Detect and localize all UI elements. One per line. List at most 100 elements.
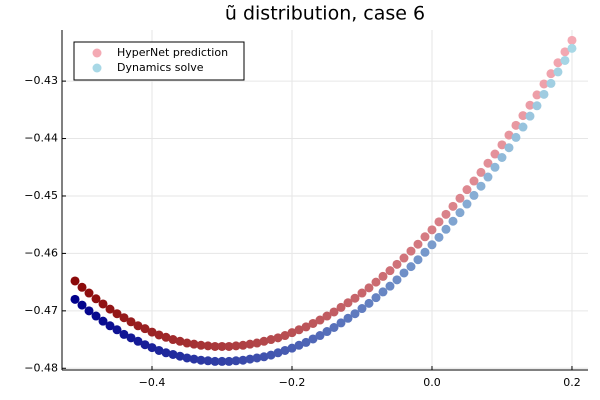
legend-box [73,41,245,81]
point [287,328,297,338]
point [371,277,381,287]
point [182,353,192,363]
point [553,67,563,77]
y-tick-label: −0.48 [24,361,58,374]
point [406,246,416,256]
point [567,35,577,45]
point [539,89,549,99]
point [287,343,297,353]
point [413,255,423,265]
point [245,354,255,364]
point [252,338,262,348]
point [357,288,367,298]
point [560,47,570,57]
point [483,172,493,182]
point [476,167,486,177]
point [392,275,402,285]
marks [70,35,577,366]
point [385,281,395,291]
point [553,58,563,68]
point [91,294,101,304]
point [350,293,360,303]
legend-label: Dynamics solve [117,61,204,74]
point [315,331,325,341]
point [462,185,472,195]
point [301,322,311,332]
point [98,299,108,309]
point [196,340,206,350]
point [497,140,507,150]
legend: HyperNet prediction Dynamics solve [73,41,245,81]
point [560,55,570,65]
point [329,307,339,317]
point [203,341,213,351]
point [217,356,227,366]
point [259,352,269,362]
grid [62,30,588,370]
x-tick-label: −0.4 [139,376,166,389]
point [399,268,409,278]
point [511,132,521,142]
point [189,354,199,364]
point [497,153,507,162]
point [168,349,178,359]
point [455,193,465,203]
point [483,158,493,168]
point [161,348,171,358]
point [112,309,122,319]
legend-marker [92,63,102,73]
point [427,225,437,235]
point [315,315,325,325]
point [210,341,220,351]
axes: −0.4 −0.2 0.0 0.2 −0.48 −0.47 −0.46 −0.45 −0.44 −… [24,30,588,389]
point [336,318,346,328]
point [77,282,87,292]
point [448,216,458,226]
point [427,240,437,250]
x-tick-label: 0.0 [423,376,441,389]
point [448,201,458,211]
point [70,276,80,286]
point [539,79,549,89]
point [231,341,241,351]
point [392,259,402,269]
point [476,181,486,191]
chart-title: ũ distribution, case 6 [225,3,425,25]
point [266,350,276,360]
point [245,339,255,349]
point [84,288,94,298]
point [420,232,430,242]
point [525,100,535,110]
point [189,339,199,349]
point [147,327,157,337]
y-tick-label: −0.45 [24,189,58,202]
point [322,311,332,321]
point [175,336,185,346]
point [294,340,304,350]
point [91,311,101,321]
point [280,331,290,341]
y-tick-label: −0.44 [24,132,58,145]
point [329,323,339,332]
point [308,334,318,344]
point [406,262,416,272]
y-tick-label: −0.43 [24,74,58,87]
point [343,298,353,308]
point [203,356,213,366]
point [175,351,185,361]
point [350,309,360,319]
point [224,356,234,366]
point [140,324,150,334]
point [294,325,304,335]
point [567,43,577,53]
point [273,348,283,358]
point [224,341,234,351]
point [266,335,276,345]
point [273,333,283,343]
point [343,313,353,323]
point [238,340,248,350]
x-tick-label: 0.2 [563,376,581,389]
point [147,343,157,353]
point [434,232,444,242]
